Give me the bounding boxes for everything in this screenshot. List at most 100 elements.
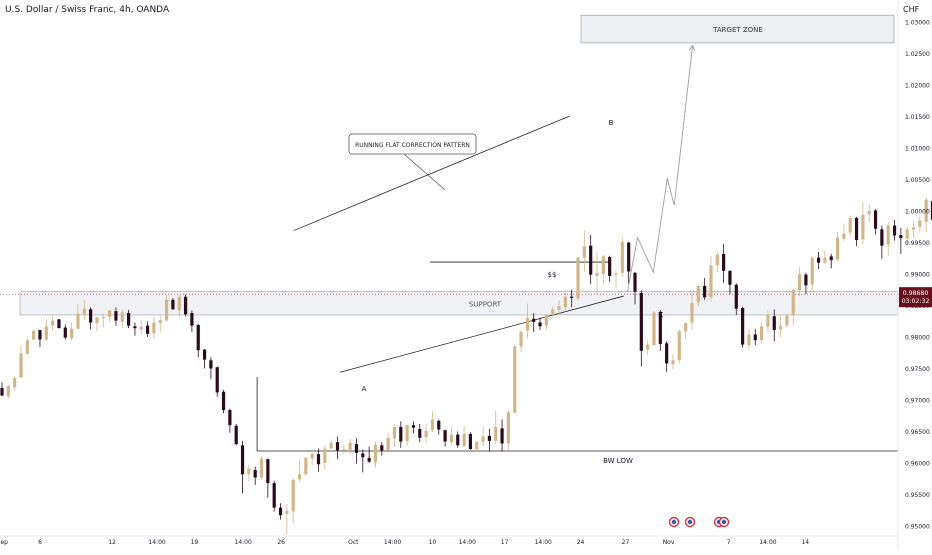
candle-body xyxy=(171,299,175,310)
candle-body xyxy=(430,419,435,431)
candle-body xyxy=(633,272,637,292)
candle-body xyxy=(867,211,871,215)
candle-body xyxy=(570,296,574,298)
candle-body xyxy=(380,445,384,451)
candle-body xyxy=(95,317,99,324)
candle-body xyxy=(399,427,403,442)
x-tick-label: 14:00 xyxy=(148,539,165,546)
candle-body xyxy=(797,274,802,291)
candle-body xyxy=(114,311,118,321)
y-tick-label: 0.97000 xyxy=(905,397,930,404)
candle-body xyxy=(690,302,694,323)
y-tick-label: 0.99500 xyxy=(905,240,930,247)
candle-body xyxy=(456,434,460,446)
candle-body xyxy=(133,326,137,329)
price-tag xyxy=(899,287,932,308)
candle-body xyxy=(0,388,4,396)
candle-body xyxy=(816,257,821,263)
candle-body xyxy=(228,410,232,426)
candle-body xyxy=(525,318,529,331)
y-tick-label: 0.95000 xyxy=(905,523,930,530)
upper-trendline xyxy=(293,115,570,231)
candle-body xyxy=(924,199,928,222)
x-tick-label: 12 xyxy=(108,539,116,546)
candle-body xyxy=(487,435,492,441)
lower-trendline xyxy=(339,295,624,373)
candle-body xyxy=(411,425,416,428)
candle-body xyxy=(25,340,29,354)
x-tick-label: 27 xyxy=(622,539,630,546)
bw-low-label: BW LOW xyxy=(603,457,633,465)
y-tick-label: 0.96500 xyxy=(905,429,930,436)
candle-body xyxy=(63,327,67,338)
candle-body xyxy=(221,391,226,411)
candle-body xyxy=(139,326,143,330)
wave-label-b: B xyxy=(609,119,614,127)
candle-body xyxy=(468,433,473,450)
candle-body xyxy=(696,285,700,303)
x-tick-label: 24 xyxy=(577,539,585,546)
candle-body xyxy=(892,225,897,236)
candle-body xyxy=(513,346,517,413)
candle-body xyxy=(19,353,23,378)
candle-body xyxy=(367,457,371,462)
candle-body xyxy=(823,257,827,263)
support-zone-label: SUPPORT xyxy=(469,300,502,308)
candle-body xyxy=(601,256,605,275)
candle-body xyxy=(595,272,599,276)
candle-body xyxy=(557,306,561,310)
x-tick-label: Nov xyxy=(663,539,675,546)
y-tick-label: 0.96000 xyxy=(905,460,930,467)
x-tick-label: 14:00 xyxy=(759,539,776,546)
event-flag-icon-inner xyxy=(671,519,677,525)
candle-body xyxy=(177,296,181,311)
candle-body xyxy=(722,253,726,271)
y-tick-label: 1.02500 xyxy=(905,51,930,58)
candle-body xyxy=(766,314,770,327)
x-tick-label: 14 xyxy=(801,539,809,546)
candle-body xyxy=(285,510,289,514)
candle-body xyxy=(810,257,814,285)
candle-body xyxy=(620,241,624,273)
wave-label-c: C xyxy=(659,311,664,319)
y-tick-label: 0.98000 xyxy=(905,334,930,341)
candle-body xyxy=(918,220,922,227)
candle-body xyxy=(202,349,207,360)
candle-body xyxy=(44,326,48,340)
candle-body xyxy=(576,257,580,299)
annotation-box xyxy=(348,133,477,155)
chart-title: U.S. Dollar / Swiss Franc, 4h, OANDA xyxy=(5,5,170,15)
candle-body xyxy=(703,285,707,298)
candle-body xyxy=(310,454,314,459)
x-tick-label: Oct xyxy=(348,539,359,546)
x-tick-label: 7 xyxy=(727,539,731,546)
candle-body xyxy=(215,367,219,393)
candle-body xyxy=(778,325,783,330)
y-tick-label: 1.02000 xyxy=(905,83,930,90)
candle-body xyxy=(196,325,200,351)
candle-body xyxy=(51,320,55,326)
candle-body xyxy=(316,454,321,465)
candle-body xyxy=(38,330,42,340)
candle-body xyxy=(354,444,359,453)
annotation-pointer xyxy=(403,153,446,191)
ss-label: $$ xyxy=(548,271,557,279)
candle-body xyxy=(190,313,194,326)
x-tick-label: 19 xyxy=(191,539,199,546)
candle-body xyxy=(152,322,156,334)
x-tick-label: 26 xyxy=(277,539,285,546)
candle-body xyxy=(158,319,162,324)
candle-body xyxy=(70,328,74,339)
y-tick-label: 1.03000 xyxy=(905,20,930,27)
candle-body xyxy=(772,316,776,331)
candle-body xyxy=(728,270,732,285)
candle-body xyxy=(741,308,745,345)
candle-body xyxy=(747,334,751,346)
candle-body xyxy=(329,442,333,449)
candle-body xyxy=(715,254,719,266)
candle-body xyxy=(873,210,878,229)
y-tick-label: 0.97500 xyxy=(905,366,930,373)
candle-body xyxy=(120,312,124,322)
candle-body xyxy=(646,344,650,350)
